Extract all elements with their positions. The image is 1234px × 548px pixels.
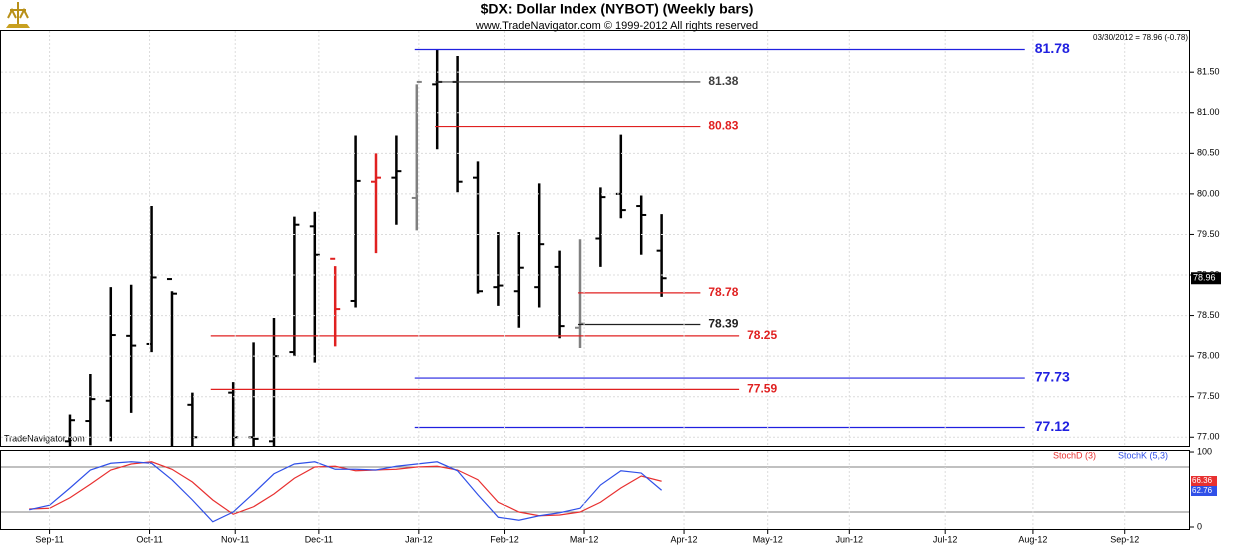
watermark: TradeNavigator.com: [4, 433, 85, 443]
y-tick-label: 79.50: [1197, 229, 1220, 239]
level-label: 81.38: [708, 74, 738, 88]
legend-entry: StochK (5,3): [1118, 450, 1168, 460]
y-tick-label: 80.50: [1197, 148, 1220, 158]
main-plot: [64, 48, 1025, 446]
x-tick-label: Dec-11: [305, 534, 333, 544]
x-tick-label: Sep-12: [1110, 534, 1139, 544]
stoch-plot: [1, 461, 1189, 523]
x-tick-label: Oct-11: [136, 534, 162, 544]
x-tick-label: Jan-12: [405, 534, 433, 544]
x-tick-label: Jul-12: [933, 534, 958, 544]
stoch-badge-label: 66.36: [1192, 476, 1213, 485]
y-tick-label: 77.50: [1197, 391, 1220, 401]
level-label: 78.39: [708, 317, 738, 331]
y-tick-label: 0: [1197, 521, 1202, 531]
x-tick-label: Feb-12: [490, 534, 519, 544]
chart-title: $DX: Dollar Index (NYBOT) (Weekly bars): [481, 1, 754, 17]
x-tick-label: Sep-11: [35, 534, 63, 544]
y-tick-label: 77.00: [1197, 432, 1220, 442]
stoch-frame: [0, 450, 1190, 530]
price-badge-label: 78.96: [1193, 273, 1216, 283]
level-label: 78.25: [747, 328, 777, 342]
stoch-badge: [1191, 486, 1217, 496]
stoch-line: [29, 461, 662, 517]
y-tick-label: 80.00: [1197, 188, 1220, 198]
y-tick-label: 78.00: [1197, 351, 1220, 361]
x-tick-label: Aug-12: [1018, 534, 1047, 544]
level-label: 78.78: [708, 285, 738, 299]
x-tick-label: Nov-11: [221, 534, 249, 544]
level-label: 80.83: [708, 119, 738, 133]
y-tick-label: 81.50: [1197, 67, 1220, 77]
level-label: 77.12: [1035, 418, 1070, 434]
main-frame: [0, 30, 1190, 447]
x-tick-label: Mar-12: [570, 534, 599, 544]
last-quote: 03/30/2012 = 78.96 (-0.78): [1093, 33, 1188, 42]
chart-subtitle: www.TradeNavigator.com © 1999-2012 All r…: [475, 20, 758, 32]
x-tick-label: Apr-12: [671, 534, 698, 544]
logo: [6, 2, 30, 28]
x-tick-label: May-12: [753, 534, 783, 544]
stoch-line: [29, 461, 662, 523]
y-tick-label: 81.00: [1197, 107, 1220, 117]
stoch-badge-label: 62.76: [1192, 486, 1213, 495]
level-label: 81.78: [1035, 40, 1070, 56]
stoch-badge: [1191, 476, 1217, 486]
legend-entry: StochD (3): [1053, 450, 1096, 460]
level-label: 77.73: [1035, 369, 1070, 385]
y-tick-label: 78.50: [1197, 310, 1220, 320]
level-label: 77.59: [747, 382, 777, 396]
price-badge: [1191, 272, 1221, 285]
y-tick-label: 100: [1197, 446, 1212, 456]
x-tick-label: Jun-12: [836, 534, 864, 544]
